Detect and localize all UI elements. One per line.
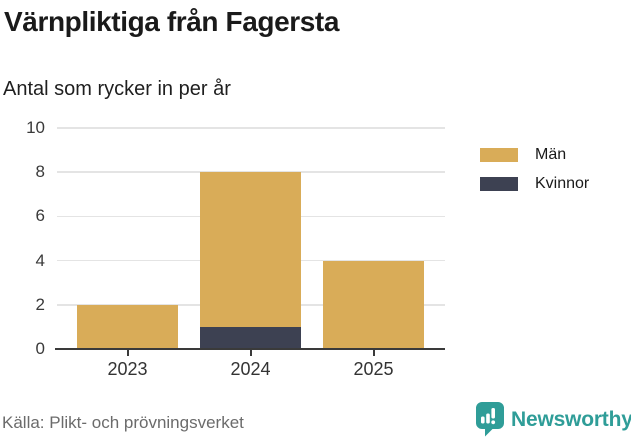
legend-swatch-man bbox=[480, 148, 518, 162]
chart-title: Värnpliktiga från Fagersta bbox=[4, 6, 340, 37]
plot-area bbox=[57, 127, 445, 349]
x-tick-2025 bbox=[372, 350, 375, 356]
legend-item-kvinnor: Kvinnor bbox=[480, 176, 589, 192]
y-tick-label: 8 bbox=[35, 162, 45, 182]
x-tick-2023 bbox=[126, 350, 129, 356]
x-tick-2024 bbox=[249, 350, 252, 356]
y-tick-label: 6 bbox=[35, 206, 45, 226]
gridline-8 bbox=[57, 171, 445, 173]
y-tick-label: 0 bbox=[35, 339, 45, 358]
legend-swatch-kvinnor bbox=[480, 177, 518, 191]
y-tick-label: 2 bbox=[35, 294, 45, 314]
legend-label-kvinnor: Kvinnor bbox=[535, 175, 590, 192]
bar-segment-män-2025 bbox=[323, 260, 424, 349]
source-note: Källa: Plikt- och prövningsverket bbox=[2, 413, 244, 432]
gridline-10 bbox=[57, 127, 445, 129]
legend-item-man: Män bbox=[480, 147, 589, 163]
y-tick-label: 10 bbox=[26, 118, 45, 137]
x-tick-label: 2025 bbox=[353, 359, 394, 379]
legend-label-man: Män bbox=[535, 146, 567, 163]
brand-wordmark: Newsworthy bbox=[511, 408, 631, 431]
x-tick-label: 2023 bbox=[107, 359, 148, 379]
bar-segment-män-2023 bbox=[77, 304, 178, 349]
bar-segment-män-2024 bbox=[200, 172, 301, 327]
y-tick-label: 4 bbox=[35, 250, 45, 270]
legend: Män Kvinnor bbox=[480, 147, 589, 205]
bar-chart-pin-icon bbox=[476, 402, 504, 439]
bar-segment-kvinnor-2024 bbox=[200, 326, 301, 349]
x-tick-label: 2024 bbox=[230, 359, 271, 379]
newsworthy-logo: Newsworthy bbox=[476, 402, 631, 439]
chart-subtitle: Antal som rycker in per år bbox=[3, 78, 231, 100]
x-axis-line bbox=[55, 347, 445, 351]
